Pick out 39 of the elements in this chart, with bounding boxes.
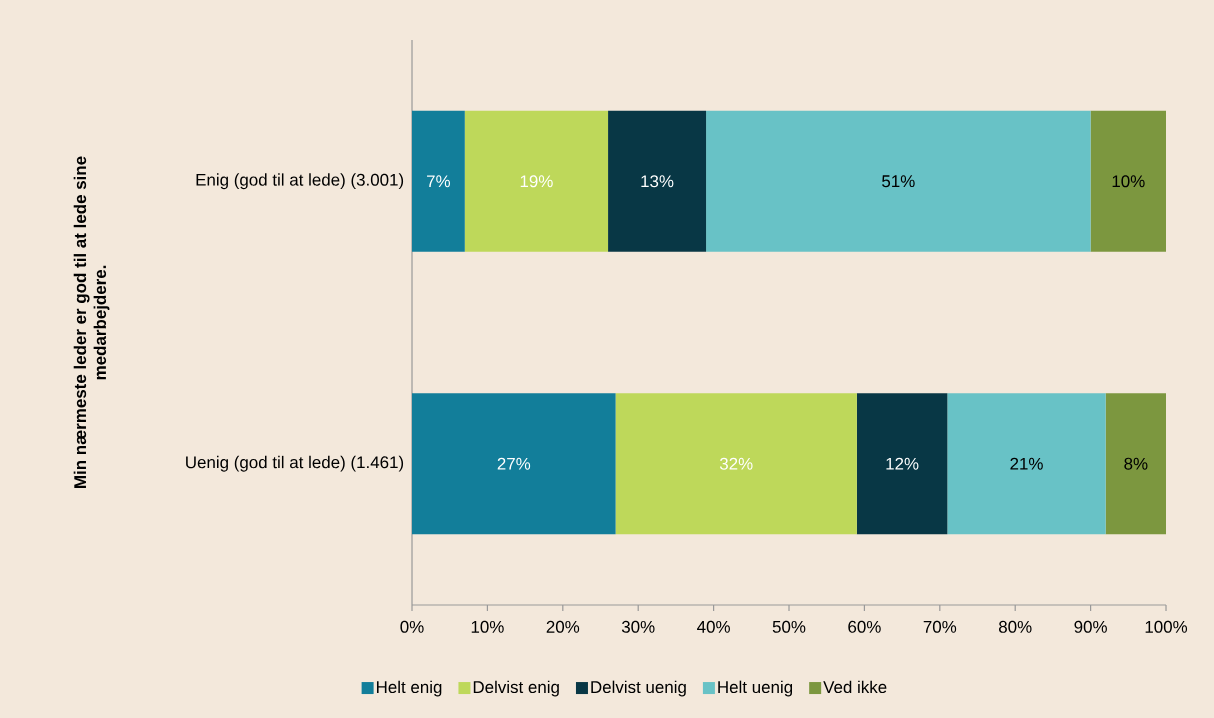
x-tick-label: 40% [697, 620, 730, 633]
x-tick-label: 20% [546, 620, 580, 633]
data-label: 21% [1010, 457, 1043, 470]
y-axis-title: Min nærmeste leder er god til at lede sine medarbejdere. [73, 156, 110, 488]
x-tick-label: 80% [999, 620, 1032, 633]
data-label: 13% [641, 175, 674, 188]
data-label: 19% [520, 175, 553, 188]
x-tick-label: 30% [621, 620, 655, 633]
data-label: 51% [882, 175, 915, 188]
y-tick-label: Uenig (god til at lede) (1.461) [186, 455, 404, 472]
data-label: 12% [886, 457, 919, 470]
y-tick-label: Enig (god til at lede) (3.001) [196, 173, 404, 190]
bar [947, 393, 1106, 535]
legend-label: Delvist uenig [591, 680, 686, 697]
data-label: 32% [719, 457, 753, 470]
x-tick-label: 0% [400, 620, 424, 633]
x-tick-label: 70% [923, 620, 957, 633]
bar [412, 393, 616, 535]
x-tick-label: 100% [1145, 620, 1188, 633]
bar [608, 110, 707, 252]
bar [856, 393, 948, 535]
data-label: 27% [497, 457, 531, 470]
data-label: 8% [1124, 457, 1148, 470]
bar [412, 110, 465, 252]
legend-label: Helt enig [376, 680, 442, 697]
x-tick-label: 90% [1074, 620, 1107, 633]
bar [706, 110, 1091, 252]
bar [1090, 110, 1167, 252]
data-label: 7% [427, 175, 451, 188]
legend-label: Ved ikke [823, 680, 887, 694]
bar [615, 393, 857, 535]
legend-label: Delvist enig [473, 680, 559, 697]
legend-label: Helt uenig [718, 680, 793, 697]
x-tick-label: 10% [471, 620, 504, 633]
x-tick-label: 60% [848, 620, 881, 633]
bar [1105, 393, 1167, 535]
x-tick-label: 50% [772, 620, 806, 633]
bar [464, 110, 609, 252]
data-label: 10% [1112, 175, 1145, 188]
